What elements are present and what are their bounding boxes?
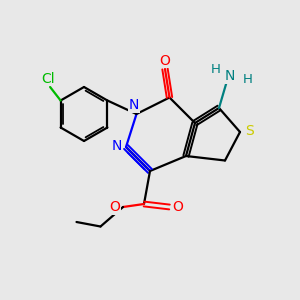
Text: O: O [172,200,183,214]
Text: S: S [245,124,254,137]
Text: N: N [224,70,235,83]
Text: N: N [111,139,122,152]
Text: H: H [211,63,221,76]
Text: O: O [160,54,170,68]
Text: N: N [129,98,139,112]
Text: H: H [243,73,252,86]
Text: Cl: Cl [41,72,55,86]
Text: O: O [109,200,120,214]
